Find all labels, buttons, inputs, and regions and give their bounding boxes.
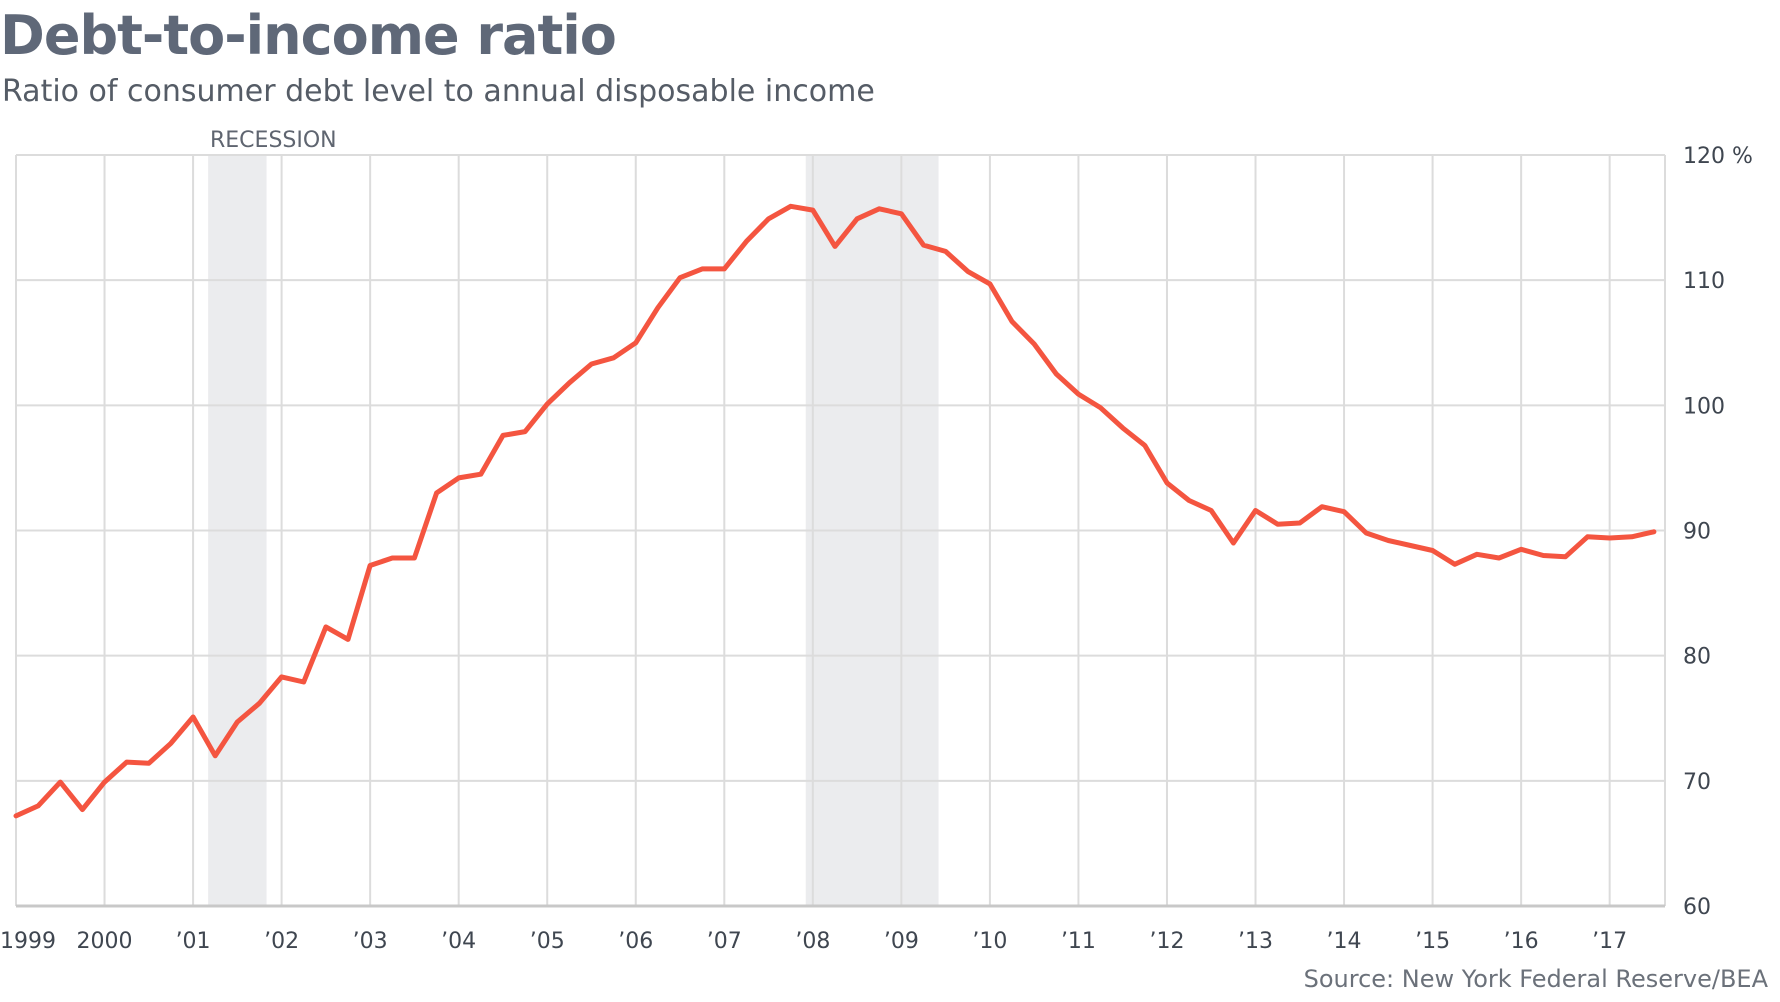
y-tick-label: 120 %	[1683, 144, 1753, 169]
x-tick-label: ’17	[1592, 929, 1627, 954]
y-tick-label: 100	[1683, 394, 1725, 419]
x-tick-label: ’07	[707, 929, 742, 954]
chart-subtitle: Ratio of consumer debt level to annual d…	[2, 74, 875, 109]
x-tick-label: ’09	[884, 929, 919, 954]
series-line-1	[13, 203, 1657, 819]
series-layer	[13, 203, 1657, 819]
y-tick-label: 60	[1683, 895, 1711, 920]
x-tick-label: ’15	[1415, 929, 1450, 954]
y-tick-label: 90	[1683, 520, 1711, 545]
y-tick-label: 110	[1683, 269, 1725, 294]
y-tick-label: 70	[1683, 770, 1711, 795]
recession-label: RECESSION	[210, 128, 337, 153]
x-tick-label: ’01	[176, 929, 211, 954]
x-axis-ticks: 1999 2000 ’01 ’02 ’03 ’04 ’05 ’06 ’07 ’08 ’09 ’10 ’1…	[0, 929, 1627, 954]
y-axis-ticks: 120 % 110 100 90 80 70 60	[1683, 144, 1753, 920]
x-tick-label: ’05	[530, 929, 565, 954]
x-tick-label: 1999	[0, 929, 56, 954]
x-tick-label: ’13	[1238, 929, 1273, 954]
x-tick-label: ’08	[795, 929, 830, 954]
x-tick-label: ’12	[1149, 929, 1184, 954]
x-tick-label: ’16	[1504, 929, 1539, 954]
x-tick-label: ’10	[972, 929, 1007, 954]
x-tick-label: ’03	[353, 929, 388, 954]
x-tick-label: ’14	[1327, 929, 1362, 954]
chart-title: Debt-to-income ratio	[0, 4, 617, 67]
y-tick-label: 80	[1683, 645, 1711, 670]
x-tick-label: 2000	[77, 929, 133, 954]
x-tick-label: ’04	[441, 929, 476, 954]
x-tick-label: ’02	[264, 929, 299, 954]
source-note: Source: New York Federal Reserve/BEA	[1303, 965, 1768, 993]
x-tick-label: ’06	[618, 929, 653, 954]
x-tick-label: ’11	[1061, 929, 1096, 954]
